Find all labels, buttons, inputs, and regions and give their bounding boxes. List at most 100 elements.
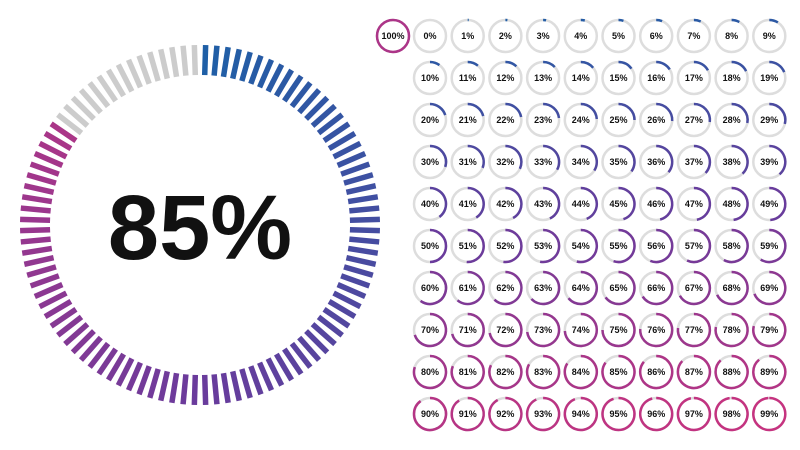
gauge-arc <box>649 228 674 264</box>
gauge-arc <box>714 354 749 390</box>
gauge-track-segment <box>70 95 96 121</box>
gauge-label: 37% <box>685 157 703 167</box>
gauge-arc <box>638 396 674 432</box>
gauge-segment <box>336 282 367 300</box>
gauge-label: 16% <box>647 73 665 83</box>
gauge-arc <box>769 18 779 24</box>
gauge-segment <box>343 172 374 186</box>
gauge-arc <box>488 312 523 348</box>
gauge-arc <box>412 396 448 432</box>
gauge-label: 10% <box>421 73 439 83</box>
gauge-label: 59% <box>760 241 778 251</box>
gauge-segment <box>345 183 377 195</box>
gauge-label: 100% <box>381 31 404 41</box>
gauge-arc <box>542 60 556 68</box>
gauge-segment <box>265 357 285 387</box>
gauge-segment <box>106 352 127 382</box>
gauge-arc <box>567 270 599 306</box>
gauge-arc <box>752 312 787 348</box>
gauge-segment <box>125 361 143 392</box>
gauge-label: 63% <box>534 283 552 293</box>
gauge-segment <box>180 374 189 405</box>
gauge-label: 78% <box>723 325 741 335</box>
gauge-segment <box>115 357 135 387</box>
gauge-label: 51% <box>459 241 477 251</box>
gauge-arc <box>429 60 441 67</box>
gauge-label: 70% <box>421 325 439 335</box>
gauge-arc <box>714 396 749 432</box>
gauge-label: 4% <box>574 31 587 41</box>
gauge-segment <box>282 74 304 103</box>
gauge-segment <box>23 255 55 267</box>
gauge-segment <box>96 347 118 376</box>
gauge-segment <box>87 341 111 369</box>
gauge-arc <box>580 102 599 120</box>
gauge-segment <box>147 368 161 399</box>
gauge-segment <box>33 282 64 300</box>
gauge-label: 8% <box>725 31 738 41</box>
gauge-label: 48% <box>723 199 741 209</box>
gauge-label: 85% <box>609 367 627 377</box>
gauge-label: 13% <box>534 73 552 83</box>
gauge-segment <box>201 45 209 76</box>
gauge-arc <box>412 354 448 390</box>
gauge-arc <box>678 270 712 306</box>
gauge-label: 81% <box>459 367 477 377</box>
gauge-label: 65% <box>609 283 627 293</box>
gauge-segment <box>43 131 73 152</box>
gauge-arc <box>769 186 787 222</box>
gauge-label: 67% <box>685 283 703 293</box>
gauge-segment <box>304 329 330 355</box>
gauge-label: 30% <box>421 157 439 167</box>
gauge-label: 98% <box>723 409 741 419</box>
gauge-label: 46% <box>647 199 665 209</box>
gauge-label: 29% <box>760 115 778 125</box>
gauge-label: 58% <box>723 241 741 251</box>
gauge-label: 36% <box>647 157 665 167</box>
gauge-arc <box>467 144 485 169</box>
gauge-arc <box>493 270 523 306</box>
gauge-segment <box>310 322 337 347</box>
gauge-arc <box>601 312 636 348</box>
gauge-track-segment <box>180 45 189 76</box>
gauge-segment <box>349 216 380 224</box>
gauge-label: 71% <box>459 325 477 335</box>
gauge-arc <box>731 186 749 222</box>
gauge-arc <box>656 102 674 122</box>
gauge-label: 69% <box>760 283 778 293</box>
gauge-arc <box>542 102 561 119</box>
gauge-arc <box>693 18 702 23</box>
gauge-label: 86% <box>647 367 665 377</box>
gauge-label: 57% <box>685 241 703 251</box>
gauge-label: 1% <box>461 31 474 41</box>
gauge-segment <box>327 298 357 319</box>
gauge-label: 64% <box>572 283 590 293</box>
gauge-arc <box>543 186 561 220</box>
gauge-arc <box>618 18 624 22</box>
gauge-segment <box>248 54 264 85</box>
gauge-arc <box>613 228 636 264</box>
gauge-label: 23% <box>534 115 552 125</box>
gauge-track-segment <box>191 45 199 76</box>
gauge-segment <box>38 290 68 310</box>
gauge-arc <box>693 60 710 71</box>
gauge-segment <box>316 314 344 338</box>
gauge-label: 20% <box>421 115 439 125</box>
gauge-segment <box>345 255 377 267</box>
gauge-arc <box>456 270 485 306</box>
gauge-arc <box>618 102 636 121</box>
gauge-label: 68% <box>723 283 741 293</box>
gauge-arc <box>580 144 599 172</box>
gauge-segment <box>26 264 57 278</box>
gauge-arc <box>450 354 485 390</box>
gauge-segment <box>273 352 294 382</box>
gauge-label: 75% <box>609 325 627 335</box>
gauge-label: 42% <box>496 199 514 209</box>
gauge-segment <box>257 58 275 89</box>
gauge-segment <box>282 347 304 376</box>
gauge-label: 92% <box>496 409 514 419</box>
gauge-label: 76% <box>647 325 665 335</box>
gauge-segment <box>20 205 51 214</box>
gauge-arc <box>429 102 447 116</box>
gauge-arc <box>467 186 485 219</box>
